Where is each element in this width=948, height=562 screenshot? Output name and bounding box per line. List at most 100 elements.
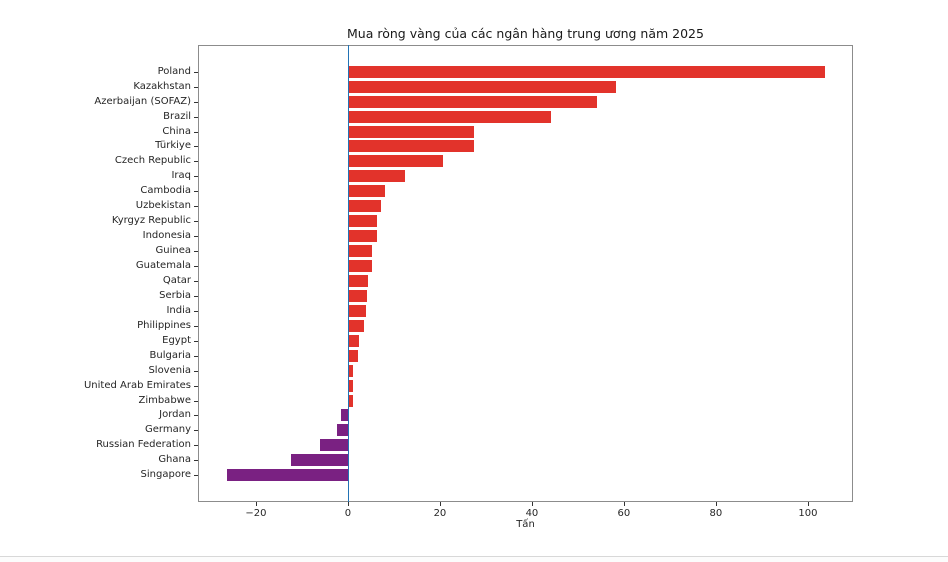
bar [347, 335, 359, 347]
y-tick-label: Serbia [159, 289, 191, 301]
x-tick-label: 80 [709, 508, 723, 519]
y-tick-mark [194, 430, 198, 431]
y-tick-label: Bulgaria [149, 349, 191, 361]
y-tick-mark [194, 415, 198, 416]
y-tick-label: Czech Republic [114, 155, 191, 167]
y-tick-label: Azerbaijan (SOFAZ) [94, 95, 191, 107]
bottom-strip [0, 557, 948, 562]
y-tick-label: Indonesia [142, 230, 191, 242]
y-tick-mark [194, 401, 198, 402]
bar [347, 81, 617, 93]
x-tick-label: 40 [525, 508, 539, 519]
y-tick-label: Egypt [162, 334, 191, 346]
y-tick-mark [194, 117, 198, 118]
y-tick-label: Poland [157, 65, 191, 77]
x-tick-mark [440, 502, 441, 506]
y-tick-label: India [166, 304, 191, 316]
y-tick-label: Jordan [159, 409, 191, 421]
y-tick-label: Iraq [171, 170, 191, 182]
x-tick-label: 20 [433, 508, 447, 519]
y-tick-mark [194, 176, 198, 177]
y-tick-label: Zimbabwe [138, 394, 191, 406]
bar [347, 111, 551, 123]
bar [347, 215, 378, 227]
bar [341, 409, 348, 421]
y-tick-mark [194, 236, 198, 237]
y-tick-label: Kyrgyz Republic [111, 215, 191, 227]
y-tick-label: China [162, 125, 191, 137]
y-tick-mark [194, 460, 198, 461]
bar [337, 424, 348, 436]
x-tick-label: 60 [617, 508, 631, 519]
y-tick-label: United Arab Emirates [83, 379, 191, 391]
y-tick-label: Türkiye [155, 140, 191, 152]
y-tick-mark [194, 341, 198, 342]
bar [347, 185, 385, 197]
bar [347, 230, 377, 242]
x-tick-mark [624, 502, 625, 506]
bar [347, 350, 359, 362]
y-tick-label: Qatar [162, 274, 191, 286]
y-tick-label: Brazil [163, 110, 191, 122]
bar [227, 469, 348, 481]
y-tick-label: Slovenia [148, 364, 191, 376]
y-tick-label: Cambodia [140, 185, 191, 197]
bar [319, 439, 348, 451]
y-tick-mark [194, 191, 198, 192]
y-tick-mark [194, 161, 198, 162]
bar [347, 395, 353, 407]
x-axis-label: Tấn [516, 519, 535, 530]
bar [347, 260, 372, 272]
bar [347, 155, 444, 167]
y-tick-mark [194, 356, 198, 357]
bar [347, 170, 405, 182]
chart-title: Mua ròng vàng của các ngân hàng trung ươ… [347, 26, 704, 41]
bar [347, 320, 365, 332]
bar [347, 275, 369, 287]
y-tick-mark [194, 132, 198, 133]
y-tick-label: Guatemala [135, 260, 191, 272]
y-tick-mark [194, 371, 198, 372]
y-tick-mark [194, 146, 198, 147]
x-tick-mark [348, 502, 349, 506]
x-tick-mark [808, 502, 809, 506]
y-tick-mark [194, 251, 198, 252]
bar [347, 96, 597, 108]
bar [347, 365, 354, 377]
y-tick-label: Uzbekistan [135, 200, 191, 212]
bar [347, 66, 825, 78]
x-tick-mark [716, 502, 717, 506]
y-tick-mark [194, 326, 198, 327]
bar [347, 200, 382, 212]
y-tick-label: Singapore [140, 469, 191, 481]
y-tick-label: Philippines [137, 319, 191, 331]
y-tick-mark [194, 475, 198, 476]
x-tick-label: 100 [798, 508, 818, 519]
y-tick-mark [194, 445, 198, 446]
bar [347, 290, 368, 302]
y-tick-mark [194, 102, 198, 103]
x-tick-mark [532, 502, 533, 506]
x-tick-label: 0 [344, 508, 352, 519]
x-tick-label: −20 [245, 508, 267, 519]
y-tick-mark [194, 221, 198, 222]
bar [347, 380, 353, 392]
y-tick-mark [194, 72, 198, 73]
x-tick-mark [256, 502, 257, 506]
bar [290, 454, 348, 466]
y-tick-label: Germany [145, 424, 191, 436]
y-tick-label: Ghana [158, 454, 191, 466]
y-tick-mark [194, 296, 198, 297]
y-tick-mark [194, 311, 198, 312]
y-tick-label: Russian Federation [96, 439, 191, 451]
bar [347, 245, 373, 257]
y-tick-mark [194, 386, 198, 387]
y-tick-mark [194, 206, 198, 207]
y-tick-mark [194, 281, 198, 282]
y-tick-mark [194, 87, 198, 88]
bar [347, 305, 366, 317]
y-tick-label: Guinea [155, 245, 191, 257]
bar [347, 126, 475, 138]
y-tick-mark [194, 266, 198, 267]
